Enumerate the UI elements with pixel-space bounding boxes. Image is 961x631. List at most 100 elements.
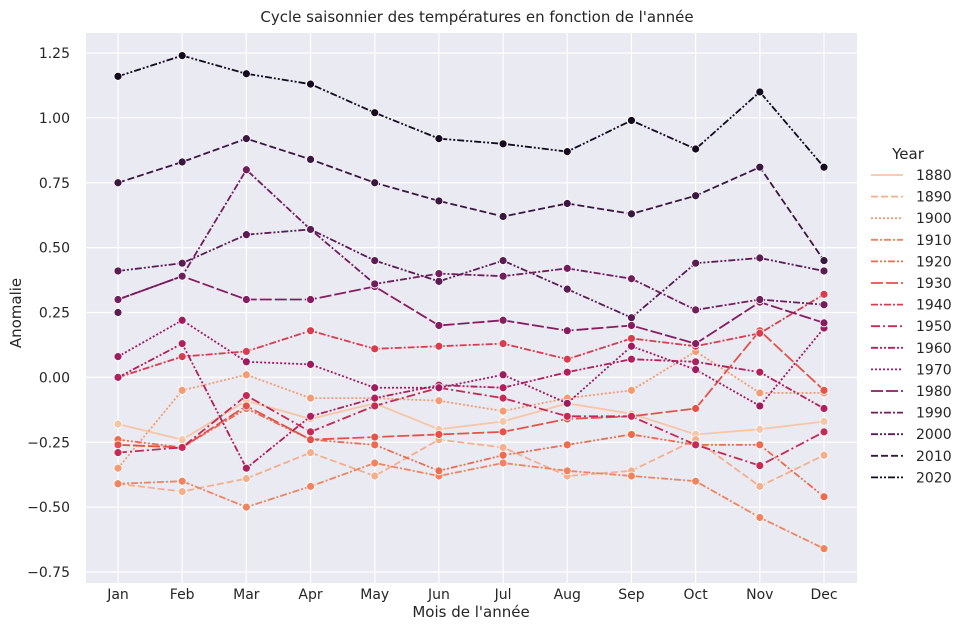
legend-label: 1980 — [916, 384, 952, 400]
data-point — [691, 365, 701, 374]
data-point — [627, 411, 636, 421]
data-point — [113, 372, 123, 382]
series-2020 — [113, 51, 829, 172]
legend-label: 1890 — [916, 190, 952, 206]
data-point — [113, 178, 123, 188]
x-axis-title: Mois de l'année — [412, 603, 529, 621]
series-line — [117, 342, 825, 470]
legend-label: 2000 — [916, 427, 952, 443]
data-point — [241, 502, 251, 512]
y-tick-label: −0.75 — [27, 565, 70, 581]
series-line — [117, 399, 825, 441]
data-point — [241, 165, 251, 175]
legend-item-1910: 1910 — [871, 233, 952, 249]
data-point — [434, 430, 444, 439]
legend-label: 1920 — [916, 254, 952, 270]
data-point — [177, 487, 187, 496]
data-point — [177, 385, 187, 395]
data-point — [370, 432, 380, 442]
data-point — [370, 108, 380, 118]
x-tick-label: Mar — [233, 587, 260, 603]
data-point — [691, 404, 701, 413]
data-point — [306, 481, 315, 491]
data-point — [819, 162, 829, 172]
data-point — [691, 305, 701, 315]
series-line — [117, 168, 825, 311]
data-point — [627, 116, 636, 125]
data-point — [177, 352, 187, 362]
data-point — [691, 476, 701, 486]
data-point — [113, 352, 123, 362]
legend-item-1970: 1970 — [871, 362, 952, 378]
data-point — [755, 401, 765, 411]
legend-item-1920: 1920 — [871, 254, 952, 270]
data-point — [113, 440, 123, 450]
data-point — [306, 295, 315, 304]
data-point — [113, 308, 123, 317]
tick-layer: −0.75 −0.50 −0.25 0.00 0.25 0.50 0.75 1.00 1.25 J… — [27, 46, 837, 603]
data-point — [370, 279, 380, 289]
data-point — [755, 461, 765, 471]
series-line — [117, 137, 825, 262]
series-1990 — [113, 165, 829, 315]
y-tick-label: −0.50 — [27, 500, 70, 516]
legend-label: 1970 — [916, 362, 952, 378]
series-2010 — [113, 134, 829, 266]
legend-label: 1880 — [916, 168, 952, 184]
data-point — [241, 401, 251, 411]
legend-label: 1900 — [916, 211, 952, 227]
data-point — [434, 383, 444, 393]
legend: Year 1880 1890 1900 1910 1920 1930 1940 1950 196… — [871, 145, 952, 486]
series-line — [117, 54, 825, 168]
data-point — [819, 404, 829, 413]
data-point — [819, 450, 829, 460]
series-1950 — [113, 383, 829, 471]
data-point — [819, 544, 829, 554]
x-tick-label: Oct — [684, 587, 709, 603]
x-tick-label: Feb — [170, 587, 195, 603]
data-point — [306, 448, 315, 458]
series-1970 — [113, 315, 829, 411]
data-point — [241, 391, 251, 400]
data-point — [434, 269, 444, 278]
y-tick-label: 0.00 — [39, 370, 70, 386]
data-point — [241, 357, 251, 367]
data-point — [562, 440, 572, 450]
data-point — [691, 440, 701, 450]
series-line — [117, 350, 824, 469]
legend-item-1980: 1980 — [871, 384, 952, 400]
x-tick-label: Apr — [298, 587, 322, 603]
data-point — [498, 315, 508, 325]
data-point — [755, 440, 765, 450]
data-point — [819, 256, 829, 266]
legend-item-1950: 1950 — [871, 319, 952, 335]
data-point — [819, 492, 829, 502]
series-line — [117, 407, 825, 498]
data-point — [755, 328, 765, 338]
data-point — [177, 157, 187, 167]
legend-item-1890: 1890 — [871, 190, 952, 206]
data-point — [370, 344, 380, 354]
data-point — [177, 443, 187, 452]
legend-item-2000: 2000 — [871, 427, 952, 443]
data-point — [691, 144, 701, 154]
legend-label: 1910 — [916, 233, 952, 249]
data-point — [627, 313, 636, 323]
data-point — [241, 230, 251, 240]
legend-item-2020: 2020 — [871, 470, 952, 486]
data-point — [113, 448, 123, 458]
data-point — [498, 139, 508, 149]
data-point — [819, 300, 829, 310]
data-point — [627, 385, 636, 395]
data-point — [370, 393, 380, 403]
data-point — [306, 359, 315, 369]
legend-item-1960: 1960 — [871, 341, 952, 357]
series-1910 — [113, 458, 829, 554]
data-point — [306, 225, 315, 234]
data-point — [755, 253, 765, 263]
data-point — [562, 326, 572, 336]
data-point — [627, 334, 636, 343]
data-point — [370, 401, 380, 411]
data-point — [562, 199, 572, 208]
data-point — [113, 295, 123, 304]
